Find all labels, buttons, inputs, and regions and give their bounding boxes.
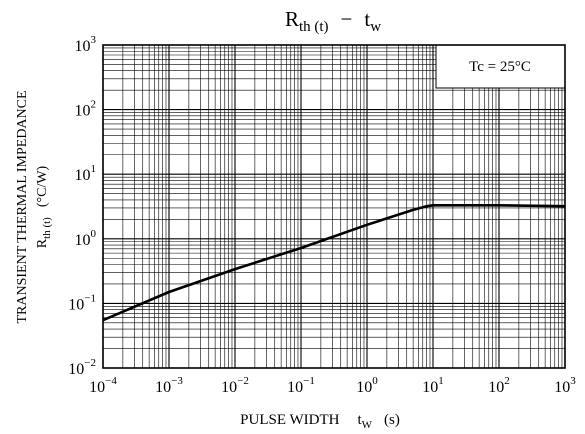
x-tick-label: 10−2	[221, 375, 249, 396]
y-axis-label-symbol-sub: th (t)	[41, 217, 53, 239]
y-tick-label: 10−1	[68, 292, 96, 313]
y-axis-label-symbol: R	[35, 238, 50, 248]
x-tick-label: 10−1	[287, 375, 315, 396]
x-tick-label: 10−4	[89, 375, 117, 396]
series-line	[102, 204, 566, 322]
x-tick-label: 10−3	[155, 375, 183, 396]
y-tick-label: 102	[75, 99, 97, 120]
plot-frame	[102, 44, 566, 369]
y-axis-label-unit: (°C/W)	[35, 165, 50, 207]
x-axis-label-unit: (s)	[384, 412, 400, 428]
x-axis-label-symbol-sub: W	[362, 419, 373, 431]
y-axis-label-line2: Rth (t) (°C/W)	[35, 165, 53, 248]
x-tick-labels: 10−4 10−3 10−2 10−1 100 101 102 103	[89, 375, 576, 396]
series-group	[102, 204, 566, 322]
y-tick-label: 100	[75, 228, 97, 249]
x-tick-label: 100	[356, 375, 378, 396]
y-tick-label: 103	[75, 34, 97, 55]
y-tick-label: 101	[75, 163, 97, 184]
x-axis-label-text: PULSE WIDTH	[240, 412, 339, 428]
title-t: t	[364, 7, 370, 31]
title-symbol: R	[285, 7, 299, 31]
y-tick-labels: 10−2 10−1 100 101 102 103	[68, 34, 96, 378]
x-tick-label: 103	[554, 375, 576, 396]
title-t-sub: w	[370, 19, 381, 35]
y-axis-label-line1: TRANSIENT THERMAL IMPEDANCE	[15, 90, 30, 323]
x-axis-label-symbol: t	[357, 412, 362, 428]
chart-title: Rth (t) − tw	[285, 7, 381, 35]
x-axis-label: PULSE WIDTH tW (s)	[240, 412, 400, 431]
annotation-box	[435, 44, 566, 89]
x-tick-label: 102	[488, 375, 510, 396]
title-dash: −	[341, 7, 353, 31]
annotation-text: Tc = 25°C	[469, 59, 531, 75]
title-symbol-sub: th (t)	[299, 19, 329, 35]
y-tick-label: 10−2	[68, 357, 96, 378]
x-tick-label: 101	[422, 375, 444, 396]
